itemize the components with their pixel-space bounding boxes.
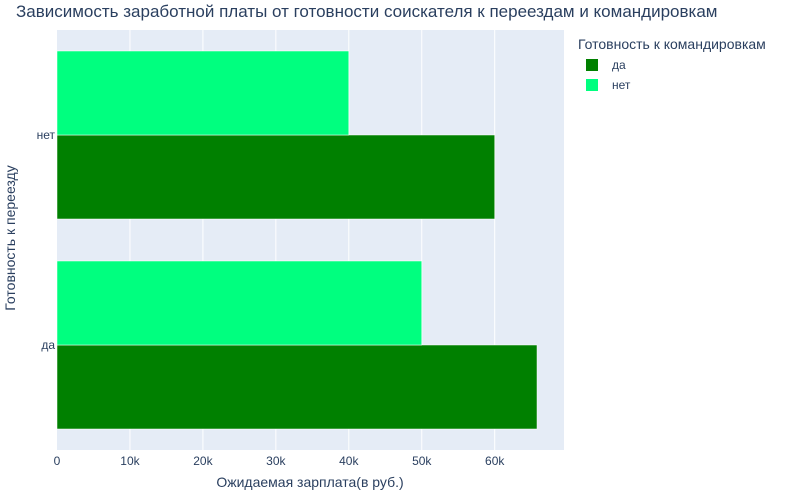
x-tick-label: 50k [412, 454, 432, 468]
x-tick-label: 60k [485, 454, 505, 468]
x-tick-label: 40k [339, 454, 359, 468]
x-tick-label: 20k [193, 454, 213, 468]
legend-item-net[interactable]: нет [586, 78, 766, 92]
y-tick-label: нет [37, 128, 56, 142]
chart-title: Зависимость заработной платы от готовнос… [16, 2, 718, 21]
legend-swatch-da [586, 59, 598, 71]
legend: Готовность к командировкам да нет [578, 36, 766, 92]
y-tick-label: да [41, 338, 55, 352]
x-tick-label: 30k [266, 454, 286, 468]
legend-label-da: да [612, 58, 626, 72]
legend-item-da[interactable]: да [586, 58, 766, 72]
y-axis-label: Готовность к переезду [2, 165, 18, 311]
bar [56, 134, 495, 220]
legend-swatch-net [586, 79, 598, 91]
bar [56, 50, 350, 136]
legend-title: Готовность к командировкам [578, 36, 766, 52]
bar [56, 344, 538, 430]
x-tick-label: 10k [120, 454, 140, 468]
x-tick-label: 0 [54, 454, 61, 468]
bar [56, 260, 422, 346]
x-axis-label: Ожидаемая зарплата(в руб.) [216, 474, 404, 490]
legend-label-net: нет [612, 78, 631, 92]
